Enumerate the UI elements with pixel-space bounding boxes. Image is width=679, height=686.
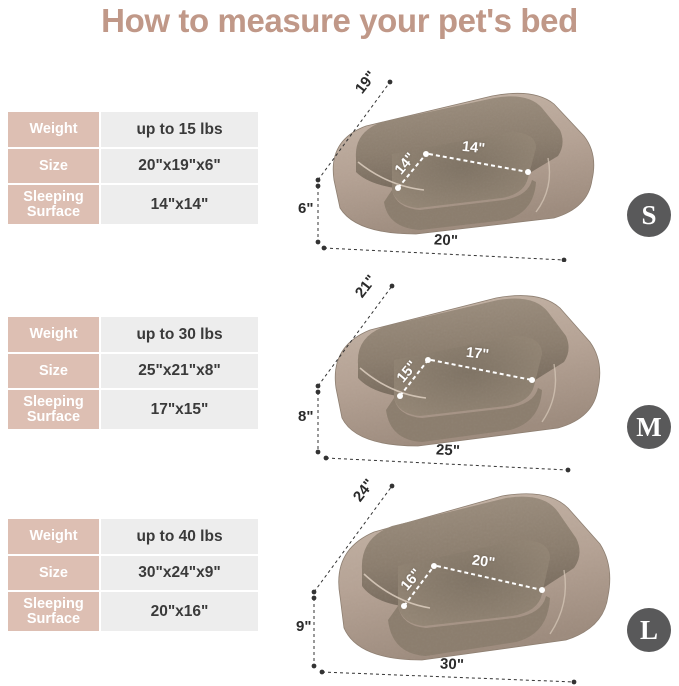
spec-table-s: Weight up to 15 lbs Size 20"x19"x6" Slee…	[8, 112, 258, 224]
row-value-weight: up to 30 lbs	[100, 317, 258, 354]
dim-height-s: 6"	[298, 200, 314, 217]
dim-width-l: 30"	[439, 655, 465, 674]
bed-drawing-l	[311, 483, 611, 685]
table-row: Size 25"x21"x8"	[8, 353, 258, 390]
row-label-weight: Weight	[8, 112, 101, 149]
row-value-size: 25"x21"x8"	[100, 353, 258, 390]
size-badge-m: M	[627, 405, 671, 449]
row-label-size: Size	[8, 148, 101, 185]
dim-height-m: 8"	[298, 408, 314, 425]
table-row: Size 20"x19"x6"	[8, 148, 258, 185]
size-badge-l: L	[627, 608, 671, 652]
row-label-size: Size	[8, 555, 101, 592]
bed-illustration-m: 21" 8" 25" 15" 17"	[296, 268, 631, 473]
row-value-sleeping-surface: 14"x14"	[100, 184, 258, 224]
dim-width-m: 25"	[435, 441, 461, 460]
bed-drawing-m	[315, 283, 601, 473]
page-title: How to measure your pet's bed	[101, 2, 578, 39]
table-row: Sleeping Surface 20"x16"	[8, 591, 258, 631]
bed-illustration-s: 19" 6" 20" 14" 14"	[296, 62, 626, 262]
dim-inner-width-l: 20"	[470, 552, 497, 572]
dim-width-s: 20"	[433, 231, 459, 250]
table-row: Size 30"x24"x9"	[8, 555, 258, 592]
row-label-sleeping-surface: Sleeping Surface	[8, 591, 101, 631]
row-label-weight: Weight	[8, 519, 101, 556]
dim-height-l: 9"	[296, 618, 312, 635]
row-value-weight: up to 15 lbs	[100, 112, 258, 149]
row-value-size: 20"x19"x6"	[100, 148, 258, 185]
row-value-size: 30"x24"x9"	[100, 555, 258, 592]
row-value-sleeping-surface: 17"x15"	[100, 389, 258, 429]
row-label-weight: Weight	[8, 317, 101, 354]
row-value-sleeping-surface: 20"x16"	[100, 591, 258, 631]
row-label-size: Size	[8, 353, 101, 390]
bed-drawing-s	[315, 79, 595, 262]
row-label-sleeping-surface: Sleeping Surface	[8, 389, 101, 429]
dim-inner-width-m: 17"	[465, 344, 490, 364]
table-row: Weight up to 15 lbs	[8, 112, 258, 149]
row-value-weight: up to 40 lbs	[100, 519, 258, 556]
table-row: Sleeping Surface 17"x15"	[8, 389, 258, 429]
row-label-sleeping-surface: Sleeping Surface	[8, 184, 101, 224]
spec-table-l: Weight up to 40 lbs Size 30"x24"x9" Slee…	[8, 519, 258, 631]
dim-inner-width-s: 14"	[461, 138, 486, 158]
table-row: Sleeping Surface 14"x14"	[8, 184, 258, 224]
size-badge-s: S	[627, 193, 671, 237]
table-row: Weight up to 30 lbs	[8, 317, 258, 354]
table-row: Weight up to 40 lbs	[8, 519, 258, 556]
bed-illustration-l: 24" 9" 30" 16" 20"	[296, 470, 636, 685]
spec-table-m: Weight up to 30 lbs Size 25"x21"x8" Slee…	[8, 317, 258, 429]
